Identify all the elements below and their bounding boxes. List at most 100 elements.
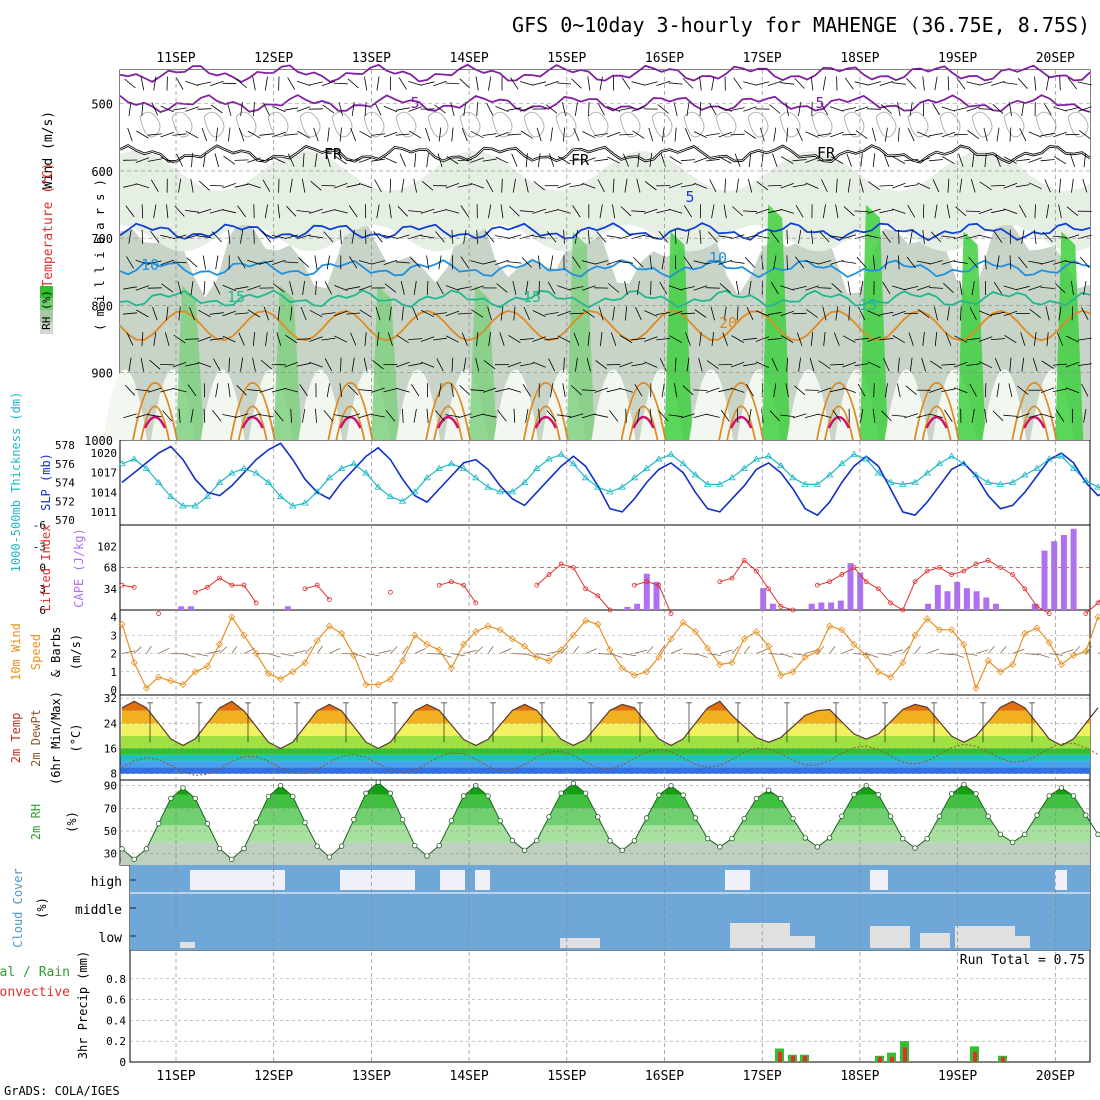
wind-barb — [699, 101, 702, 117]
wind-barb — [569, 184, 584, 188]
wind-barb — [711, 204, 715, 219]
wind-barb — [426, 280, 429, 296]
wind-barb — [395, 234, 410, 240]
wind-barb — [1009, 255, 1012, 270]
wind-barb — [370, 133, 386, 136]
wind-barb-10m — [439, 653, 452, 658]
wind-barb — [1065, 260, 1080, 264]
wind-barb — [929, 360, 943, 369]
isotherm-arch — [1011, 381, 1058, 441]
wind-barb — [324, 281, 332, 295]
rh-contour — [971, 111, 993, 138]
thickness-point — [484, 483, 492, 490]
wind-barb — [656, 312, 671, 315]
wind-barb — [215, 127, 218, 142]
wind-barb — [253, 229, 255, 244]
cape-bar — [963, 588, 970, 610]
wind-barb — [222, 310, 236, 317]
isotherm-line-fr — [119, 145, 1091, 164]
wind-barb — [296, 234, 311, 240]
wind-barb — [236, 78, 248, 89]
thickness-point — [350, 459, 358, 467]
wind-barb — [438, 383, 442, 398]
wind-barb — [135, 413, 150, 419]
wind-barb — [313, 127, 319, 142]
wind-barb — [222, 284, 236, 292]
cape-bar — [808, 603, 815, 610]
wind-barb — [284, 388, 299, 393]
thickness-point — [581, 474, 590, 481]
wind-barb — [582, 285, 596, 291]
wind-barb-10m — [243, 647, 255, 654]
wind-barb — [1033, 332, 1037, 347]
wind-barb — [176, 153, 183, 167]
wind-barb — [736, 306, 739, 321]
wind-speed-point — [704, 644, 712, 652]
thickness-point — [1021, 471, 1029, 478]
wind-barb — [842, 133, 857, 136]
wind-barb — [215, 255, 219, 270]
wind-barb — [482, 133, 497, 136]
wind-barb — [483, 360, 496, 370]
wind-barb — [246, 389, 262, 392]
wind-barb — [1081, 307, 1089, 320]
lifted-index-point — [583, 586, 588, 592]
wind-barb — [1059, 178, 1061, 193]
wind-barb — [178, 408, 181, 423]
li-tick-label: -3 — [33, 540, 46, 553]
wind-barb — [772, 153, 778, 167]
wind-barb — [780, 335, 794, 343]
wind-barb — [1078, 106, 1092, 112]
wind-barb — [333, 209, 348, 214]
wind-barb — [619, 361, 633, 368]
wind-barb — [658, 410, 669, 422]
wind-barb-10m — [512, 653, 527, 655]
wind-barb — [556, 82, 572, 85]
wind-barb — [383, 156, 397, 164]
isotherm-line — [119, 309, 1091, 342]
wind-barb — [954, 361, 968, 368]
wind-barb — [302, 280, 305, 295]
contour-label: 5 — [410, 94, 419, 112]
wind-barb — [519, 363, 534, 367]
thickness-point — [801, 480, 809, 487]
wind-barb — [854, 337, 869, 341]
wind-barb — [917, 131, 931, 138]
wind-barb — [397, 206, 408, 217]
wind-barb — [398, 77, 407, 90]
wind-barb — [947, 306, 950, 321]
wind-barb — [730, 261, 745, 264]
wind-barb — [451, 229, 454, 244]
wind-barb — [786, 127, 789, 142]
wind-barb — [771, 358, 779, 372]
wind-barb — [499, 332, 505, 346]
wind-speed-point — [874, 668, 882, 676]
wind-barb — [372, 359, 384, 370]
thickness-point — [130, 455, 138, 462]
rh-shade-30 — [120, 150, 1090, 252]
wind-barb — [135, 389, 150, 392]
wind-barb — [470, 130, 484, 139]
wind-barb — [978, 310, 993, 317]
wind-barb — [1033, 229, 1037, 244]
wind-speed-point — [789, 668, 797, 676]
wind-barb — [409, 257, 421, 268]
wind-barb — [830, 106, 844, 112]
rh-point — [570, 780, 577, 787]
wind-barb — [412, 306, 419, 321]
wind-barb — [1009, 357, 1012, 372]
wind-barb — [166, 306, 169, 321]
wind-barb — [510, 77, 519, 90]
wind-barb — [625, 306, 627, 321]
wind-barb — [747, 178, 753, 193]
wind-barb — [720, 409, 730, 422]
wind-barb — [857, 383, 866, 397]
wind-barb — [1034, 76, 1037, 91]
wind-barb — [1055, 409, 1065, 422]
wind-barb — [470, 285, 484, 291]
label-lifted-index: Lifted Index — [39, 525, 53, 612]
wind-barb — [290, 306, 293, 321]
label-speed: Speed — [29, 634, 43, 670]
wind-barb — [264, 76, 268, 91]
rh-point — [656, 792, 662, 798]
